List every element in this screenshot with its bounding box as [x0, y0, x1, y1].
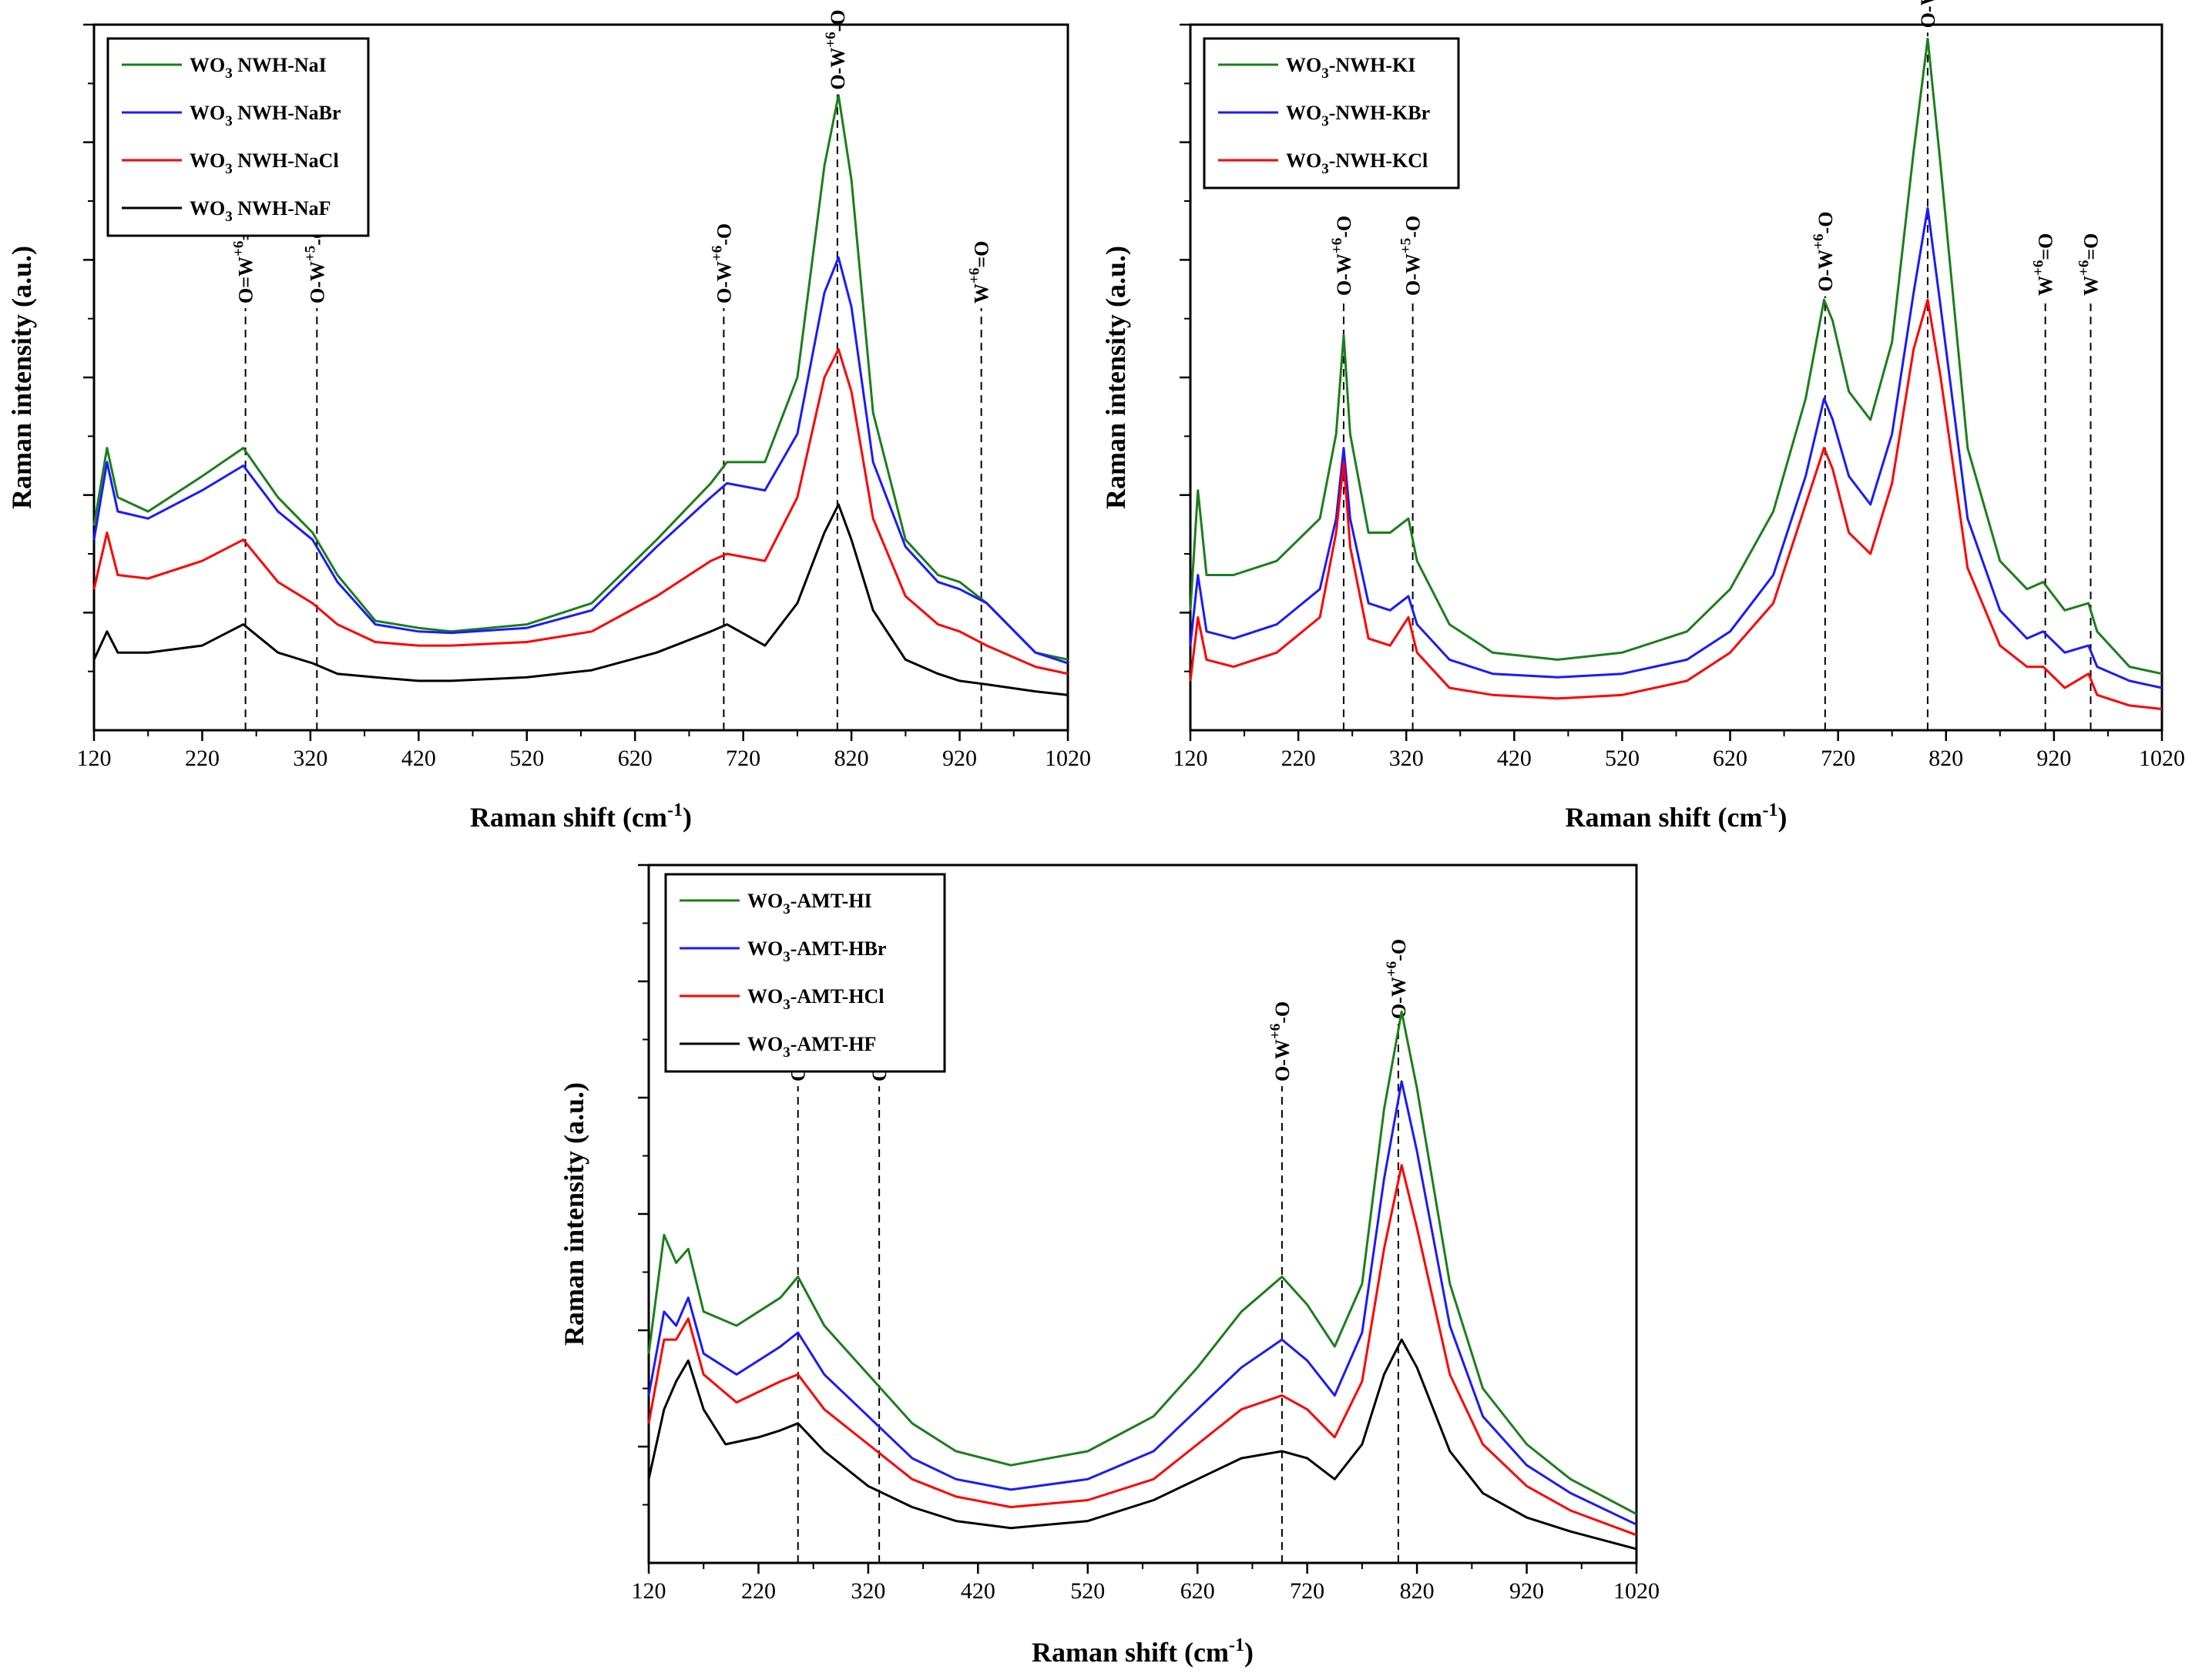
peak-label: O-W+5-O	[1398, 216, 1425, 296]
x-tick-label: 820	[834, 746, 869, 771]
legend-label: WO3-NWH-KI	[1286, 54, 1415, 82]
series-line-nai	[92, 94, 1069, 661]
peak-label: O-W+6-O	[709, 223, 735, 303]
series-line-ki	[1189, 37, 2163, 676]
x-tick-label: 220	[741, 1578, 776, 1604]
x-tick-label: 120	[1173, 746, 1208, 771]
peak-label: W+6=O	[2031, 233, 2057, 296]
x-tick-label: 520	[509, 746, 544, 771]
x-tick-label: 520	[1070, 1578, 1105, 1604]
series-line-kbr	[1189, 206, 2163, 689]
legend-label: WO3-AMT-HBr	[747, 937, 886, 965]
y-axis-title: Raman intensity (a.u.)	[6, 246, 37, 509]
x-tick-label: 620	[618, 746, 653, 771]
series-line-hbr	[647, 1080, 1637, 1526]
y-axis-title: Raman intensity (a.u.)	[559, 1082, 589, 1346]
x-axis-title: Raman shift (cm-1)	[470, 800, 692, 833]
y-axis-title: Raman intensity (a.u.)	[1100, 246, 1131, 509]
x-tick-label: 320	[851, 1578, 885, 1604]
legend-box	[106, 37, 370, 237]
x-tick-label: 420	[961, 1578, 995, 1604]
peak-label: O-W+6-O	[1811, 212, 1837, 292]
x-axis-title: Raman shift (cm-1)	[1566, 800, 1787, 833]
x-tick-label: 220	[185, 746, 220, 771]
peak-label: O-W+6-O	[1267, 1001, 1294, 1081]
x-tick-label: 520	[1605, 746, 1640, 771]
series-line-nabr	[92, 256, 1069, 665]
x-tick-label: 1020	[1045, 746, 1091, 771]
legend-label: WO3-AMT-HCl	[747, 985, 884, 1013]
x-tick-label: 620	[1180, 1578, 1215, 1604]
x-tick-label: 1020	[2139, 746, 2185, 771]
x-tick-label: 420	[1497, 746, 1532, 771]
peak-label: W+6=O	[967, 241, 993, 303]
legend-label: WO3-NWH-KCl	[1286, 149, 1428, 177]
x-tick-label: 120	[632, 1578, 666, 1604]
series-line-naf	[92, 503, 1069, 696]
peak-label: O-W+6-O	[1384, 939, 1410, 1019]
x-tick-label: 920	[942, 746, 977, 771]
legend-label: WO3 NWH-NaI	[190, 54, 327, 82]
legend-label: WO3-AMT-HI	[747, 890, 872, 917]
x-tick-label: 820	[1400, 1578, 1435, 1604]
x-tick-label: 320	[293, 746, 327, 771]
series-line-hf	[647, 1338, 1637, 1551]
legend-label: WO3-AMT-HF	[747, 1033, 876, 1061]
legend-label: WO3 NWH-NaF	[190, 197, 331, 225]
chart-panel-nwh-na: 120 220 320 420 520 620 720 820 920 1020 Raman shi…	[6, 10, 1091, 833]
chart-panel-nwh-k: 120 220 320 420 520 620 720 820 920 1020 Raman shi…	[1100, 0, 2185, 833]
x-tick-label: 920	[1509, 1578, 1544, 1604]
legend-label: WO3 NWH-NaCl	[190, 149, 339, 177]
x-tick-label: 120	[77, 746, 112, 771]
x-tick-label: 720	[726, 746, 760, 771]
legend-label: WO3 NWH-NaBr	[190, 102, 341, 129]
legend-box	[664, 873, 946, 1073]
x-tick-label: 920	[2036, 746, 2071, 771]
chart-panel-amt-h: 120 220 320 420 520 620 720 820 920 1020 Raman shi…	[559, 863, 1660, 1668]
peak-label: O-W+6-O	[823, 10, 849, 90]
x-tick-label: 620	[1713, 746, 1747, 771]
peak-label: W+6=O	[2076, 233, 2103, 296]
x-tick-label: 720	[1290, 1578, 1324, 1604]
x-tick-label: 820	[1928, 746, 1963, 771]
series-line-nacl	[92, 347, 1069, 676]
x-tick-label: 320	[1389, 746, 1424, 771]
x-tick-label: 1020	[1613, 1578, 1660, 1604]
legend-label: WO3-NWH-KBr	[1286, 102, 1430, 129]
peak-label: O-W+6-O	[1913, 0, 1939, 28]
peak-label: O-W+6-O	[1329, 216, 1355, 296]
x-tick-label: 220	[1281, 746, 1316, 771]
series-line-kcl	[1189, 298, 2163, 710]
series-line-hcl	[647, 1164, 1637, 1537]
series-line-hi	[647, 1010, 1637, 1515]
x-tick-label: 420	[401, 746, 436, 771]
x-tick-label: 720	[1821, 746, 1855, 771]
x-axis-title: Raman shift (cm-1)	[1032, 1635, 1254, 1668]
